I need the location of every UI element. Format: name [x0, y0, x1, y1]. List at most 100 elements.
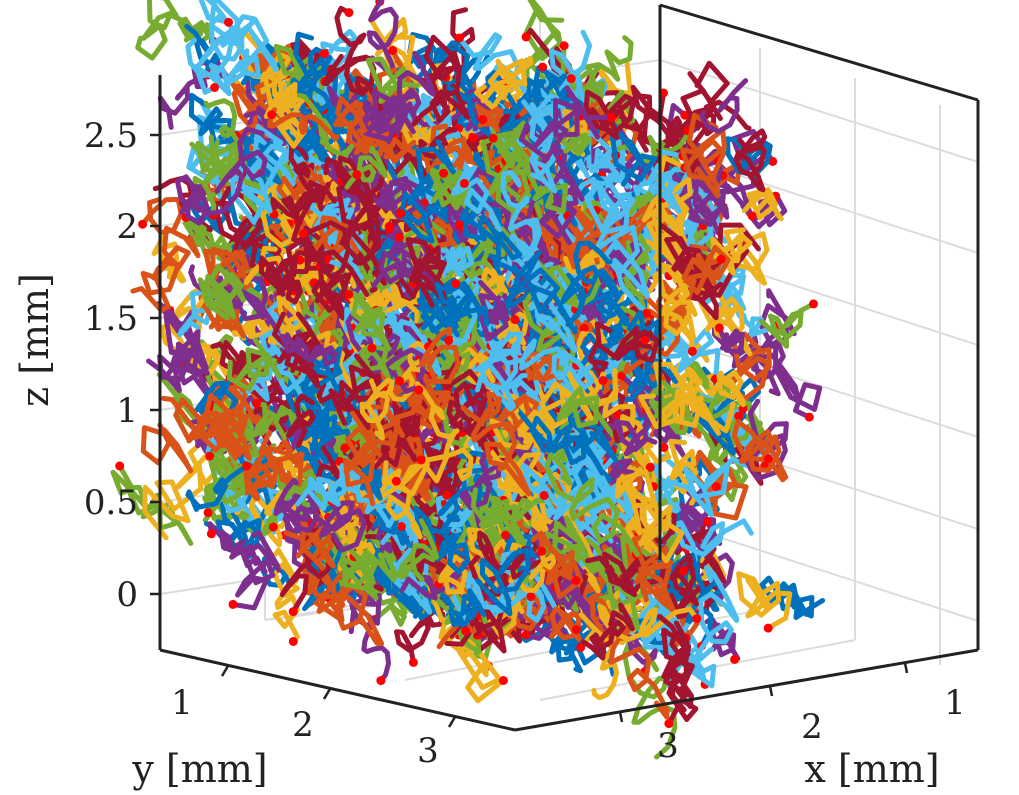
trajectory-endpoint — [391, 476, 401, 486]
trajectory — [609, 358, 679, 402]
trajectory-endpoint — [344, 289, 354, 299]
trajectory-endpoint — [138, 219, 148, 229]
trajectory-endpoint — [224, 17, 233, 27]
trajectory — [580, 602, 635, 661]
trajectory-endpoint — [442, 490, 452, 500]
trajectory — [630, 84, 710, 216]
trajectory-endpoint — [396, 522, 406, 531]
trajectory-endpoint — [606, 112, 616, 122]
trajectory — [343, 410, 383, 507]
trajectory — [680, 112, 727, 199]
trajectory — [359, 378, 395, 441]
trajectory-endpoint — [640, 335, 650, 345]
trajectory — [460, 396, 532, 497]
trajectory — [328, 353, 391, 430]
x-tick-label: 2 — [801, 707, 823, 747]
trajectory — [560, 128, 593, 157]
trajectory-endpoint — [414, 385, 424, 395]
x-axis-label: x [mm] — [804, 747, 939, 791]
trajectory-endpoint — [454, 33, 464, 43]
trajectory-endpoint — [344, 8, 354, 18]
trajectory-endpoint — [252, 398, 262, 408]
z-tick-label: 2 — [116, 207, 138, 247]
trajectory — [267, 107, 340, 142]
trajectory — [470, 487, 527, 546]
trajectory-endpoint — [538, 62, 548, 72]
trajectory — [474, 55, 534, 111]
trajectory-endpoint — [203, 508, 213, 518]
trajectory-endpoint — [711, 482, 721, 492]
trajectory — [387, 340, 436, 403]
trajectory — [110, 463, 194, 546]
trajectory — [434, 281, 490, 327]
x-tick-label: 1 — [944, 683, 966, 723]
z-tick-label: 0.5 — [84, 483, 138, 523]
trajectory — [375, 468, 423, 540]
trajectory-endpoint — [228, 599, 238, 609]
x-tick-labels: 3 2 1 — [657, 683, 966, 766]
y-tick-label: 2 — [292, 705, 314, 745]
trajectory-endpoint — [206, 529, 216, 539]
z-tick-labels: 0 0.5 1 1.5 2 2.5 — [84, 116, 138, 615]
trajectory — [733, 128, 768, 193]
trajectory-endpoint — [664, 719, 674, 729]
axis-frame — [158, 3, 980, 732]
trajectory-endpoint — [488, 133, 498, 143]
trajectory-endpoint — [319, 49, 329, 59]
trajectory — [184, 23, 223, 78]
trajectory-endpoint — [809, 299, 818, 309]
trajectory — [361, 166, 433, 229]
trajectory — [478, 280, 511, 342]
trajectory-endpoint — [526, 592, 536, 602]
z-axis-label: z [mm] — [13, 273, 57, 407]
trajectory — [517, 548, 557, 593]
trajectory — [500, 169, 545, 277]
trajectory — [684, 175, 730, 236]
trajectory — [270, 180, 337, 221]
trajectory-endpoint — [454, 220, 464, 230]
trajectory — [710, 227, 753, 276]
trajectory — [425, 40, 471, 87]
trajectory — [698, 282, 753, 357]
trajectory-endpoint — [352, 170, 362, 180]
trajectory — [185, 13, 245, 79]
trajectory-endpoint — [242, 461, 252, 471]
trajectory — [276, 100, 327, 162]
trajectory — [198, 0, 279, 73]
trajectory — [346, 291, 392, 352]
trajectory — [475, 547, 531, 617]
trajectory — [381, 50, 436, 130]
trajectory-endpoint — [384, 222, 394, 231]
trajectory-endpoint — [521, 32, 531, 42]
trajectory-endpoint — [367, 343, 377, 353]
trajectory-endpoint — [478, 115, 488, 125]
trajectory-endpoint — [576, 642, 586, 652]
trajectory — [229, 124, 289, 225]
trajectory — [410, 89, 470, 127]
trajectory-endpoint — [510, 315, 520, 325]
trajectory-endpoint — [804, 412, 814, 422]
trajectory — [332, 159, 387, 286]
z-tick-label: 1 — [116, 391, 138, 431]
trajectory-endpoint — [763, 623, 773, 633]
y-tick-label: 1 — [171, 683, 193, 723]
trajectory — [711, 369, 746, 408]
trajectory — [341, 481, 399, 528]
trajectory — [295, 463, 373, 512]
trajectory — [626, 634, 658, 675]
trajectory — [140, 196, 184, 236]
trajectory-endpoint — [566, 74, 576, 84]
trajectory-endpoint — [451, 279, 461, 289]
trajectory — [619, 373, 686, 459]
y-axis-label: y [mm] — [131, 747, 267, 791]
y-tick-label: 3 — [417, 731, 439, 771]
trajectory — [295, 396, 354, 452]
trajectory — [594, 321, 660, 363]
trajectory-endpoint — [416, 455, 426, 465]
trajectory-endpoint — [571, 625, 581, 635]
trajectory-endpoint — [115, 461, 125, 471]
trajectory — [690, 565, 740, 668]
trajectory-endpoint — [388, 46, 398, 55]
trajectory — [258, 231, 328, 297]
